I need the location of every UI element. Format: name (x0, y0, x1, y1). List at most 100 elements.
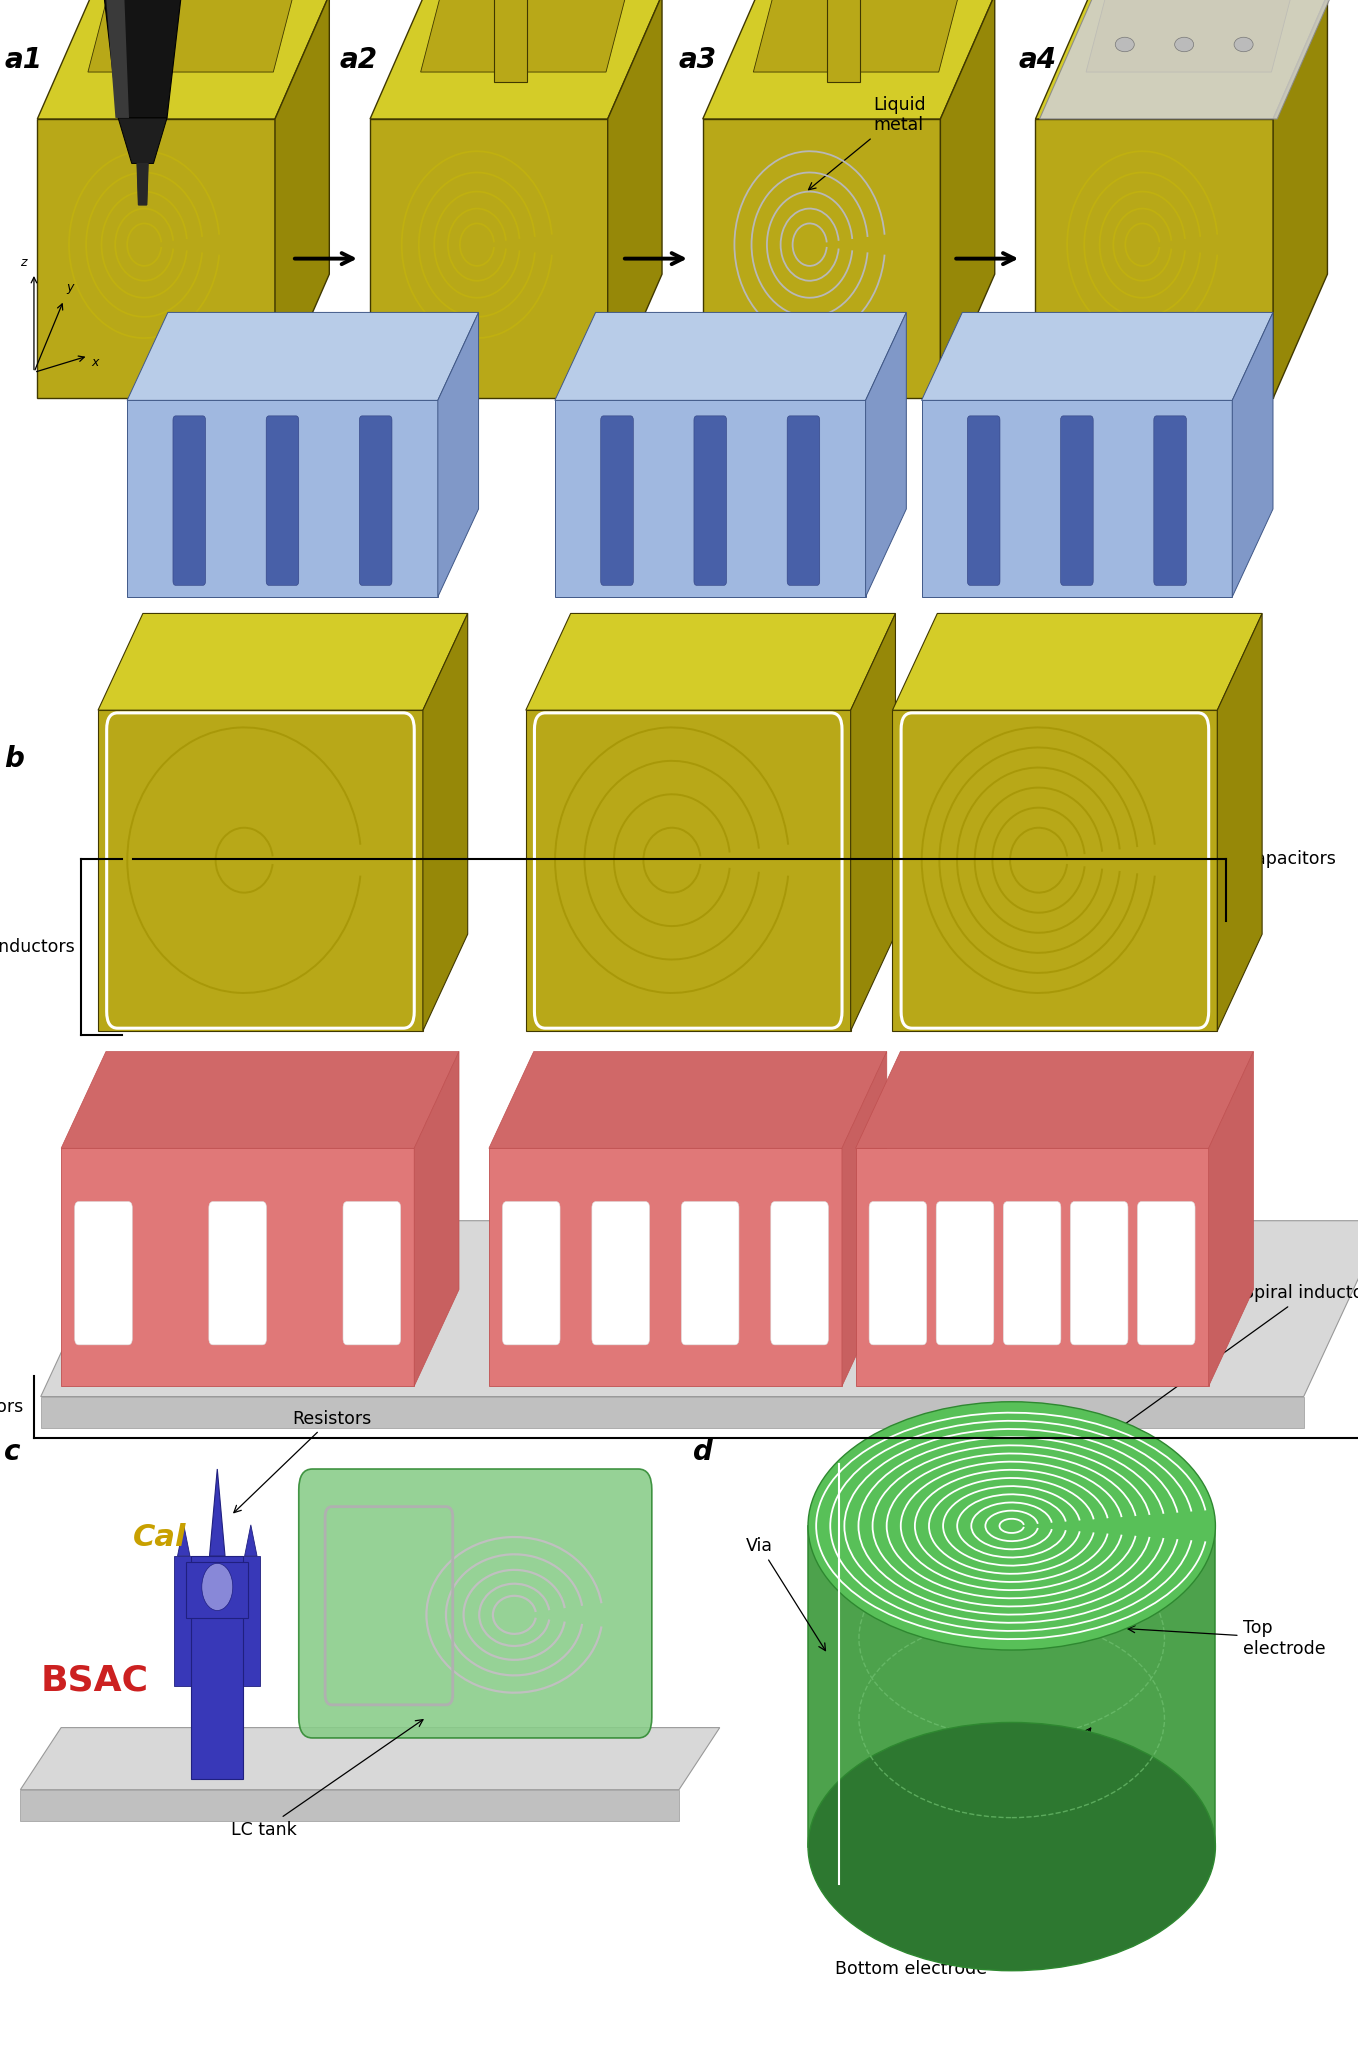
Polygon shape (850, 614, 895, 1030)
Polygon shape (128, 401, 437, 598)
FancyBboxPatch shape (1138, 1202, 1195, 1345)
Polygon shape (437, 312, 478, 598)
FancyBboxPatch shape (694, 416, 727, 586)
Polygon shape (118, 118, 167, 163)
Polygon shape (88, 0, 306, 72)
FancyBboxPatch shape (600, 416, 633, 586)
FancyBboxPatch shape (788, 416, 820, 586)
Polygon shape (494, 0, 527, 81)
Polygon shape (137, 163, 148, 205)
FancyBboxPatch shape (936, 1202, 994, 1345)
Polygon shape (38, 118, 274, 397)
Polygon shape (922, 312, 1272, 401)
Polygon shape (865, 312, 906, 598)
Polygon shape (856, 1148, 1209, 1386)
Text: a3: a3 (679, 46, 717, 74)
Polygon shape (98, 614, 467, 710)
Polygon shape (41, 1221, 1358, 1397)
FancyBboxPatch shape (186, 1562, 249, 1618)
Text: Dual 3D
printing
nozzles: Dual 3D printing nozzles (156, 0, 277, 83)
Polygon shape (1274, 0, 1327, 397)
Polygon shape (369, 0, 663, 118)
Polygon shape (1035, 0, 1327, 118)
Text: Spiral inductor: Spiral inductor (1055, 1285, 1358, 1473)
FancyBboxPatch shape (299, 1469, 652, 1738)
Ellipse shape (202, 1564, 232, 1610)
Polygon shape (856, 1051, 1253, 1148)
Polygon shape (555, 312, 906, 401)
FancyBboxPatch shape (1154, 416, 1187, 586)
FancyBboxPatch shape (344, 1202, 401, 1345)
Text: Liquid
metal: Liquid metal (808, 95, 926, 190)
Polygon shape (842, 1051, 887, 1386)
Polygon shape (608, 0, 663, 397)
FancyBboxPatch shape (1061, 416, 1093, 586)
FancyBboxPatch shape (242, 1556, 261, 1686)
Text: Capacitors: Capacitors (1243, 850, 1335, 867)
Text: z: z (20, 257, 27, 269)
Text: x: x (91, 356, 98, 368)
Polygon shape (526, 710, 850, 1030)
FancyBboxPatch shape (174, 1556, 193, 1686)
FancyBboxPatch shape (75, 1202, 132, 1345)
Polygon shape (99, 0, 129, 118)
Polygon shape (489, 1148, 842, 1386)
Polygon shape (20, 1728, 720, 1790)
Text: Cal: Cal (133, 1523, 186, 1552)
Polygon shape (369, 118, 608, 397)
Ellipse shape (1115, 37, 1134, 52)
Polygon shape (1086, 0, 1304, 72)
Ellipse shape (808, 1721, 1215, 1970)
FancyBboxPatch shape (592, 1202, 649, 1345)
Polygon shape (98, 710, 422, 1030)
Polygon shape (20, 1790, 679, 1821)
Polygon shape (489, 1051, 887, 1148)
Text: G-S-G
pads: G-S-G pads (1183, 0, 1294, 29)
Polygon shape (892, 614, 1262, 710)
Polygon shape (555, 401, 865, 598)
FancyBboxPatch shape (771, 1202, 828, 1345)
Ellipse shape (1234, 37, 1253, 52)
Text: Via: Via (746, 1537, 826, 1651)
Polygon shape (178, 1525, 190, 1556)
FancyBboxPatch shape (209, 1202, 266, 1345)
Polygon shape (1040, 0, 1331, 118)
Text: LC tank: LC tank (231, 1719, 422, 1839)
Polygon shape (703, 118, 940, 397)
Text: BSAC: BSAC (41, 1663, 149, 1697)
Ellipse shape (1175, 37, 1194, 52)
Text: a4: a4 (1018, 46, 1057, 74)
Polygon shape (827, 0, 860, 81)
FancyBboxPatch shape (967, 416, 999, 586)
Text: d: d (693, 1438, 713, 1467)
Text: y: y (67, 281, 73, 294)
FancyBboxPatch shape (682, 1202, 739, 1345)
Polygon shape (526, 614, 895, 710)
Text: Top
electrode: Top electrode (1128, 1618, 1325, 1657)
Text: a1: a1 (4, 46, 42, 74)
Polygon shape (274, 0, 330, 397)
FancyBboxPatch shape (1004, 1202, 1061, 1345)
Text: Bottom electrode: Bottom electrode (835, 1728, 1090, 1978)
FancyBboxPatch shape (266, 416, 299, 586)
FancyBboxPatch shape (1070, 1202, 1128, 1345)
Text: Inductors: Inductors (0, 937, 75, 956)
Polygon shape (422, 614, 467, 1030)
Polygon shape (41, 1397, 1304, 1428)
Text: c: c (4, 1438, 20, 1467)
Polygon shape (1035, 118, 1274, 397)
Polygon shape (703, 0, 994, 118)
Polygon shape (244, 1525, 257, 1556)
FancyBboxPatch shape (869, 1202, 926, 1345)
Polygon shape (922, 401, 1232, 598)
Polygon shape (414, 1051, 459, 1386)
Polygon shape (209, 1469, 225, 1556)
Text: b: b (4, 745, 24, 774)
FancyBboxPatch shape (172, 416, 205, 586)
Polygon shape (940, 0, 994, 397)
Text: a2: a2 (340, 46, 378, 74)
Polygon shape (1232, 312, 1272, 598)
Text: Resistors: Resistors (234, 1409, 371, 1512)
Polygon shape (61, 1051, 459, 1148)
Ellipse shape (808, 1403, 1215, 1651)
